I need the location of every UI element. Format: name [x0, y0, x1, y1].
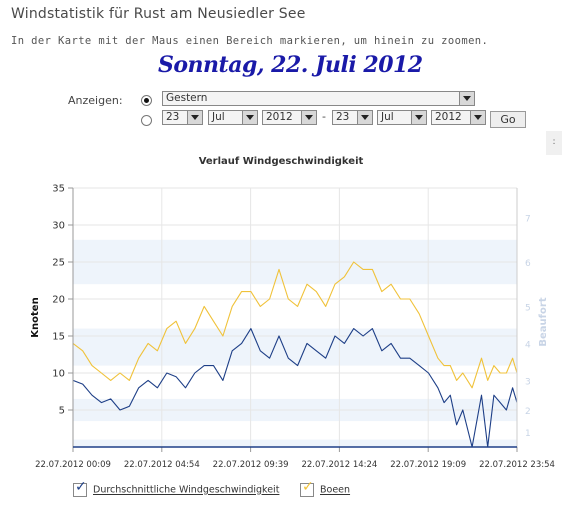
y-tick-label: 5	[59, 406, 65, 417]
beaufort-tick-label: 6	[525, 259, 531, 269]
check-icon: ✓	[75, 479, 87, 495]
legend-avg-label: Durchschnittliche Windgeschwindigkeit	[93, 484, 280, 496]
y-tick-label: 25	[52, 258, 65, 269]
y-axis-label: Knoten	[30, 297, 41, 337]
beaufort-tick-label: 4	[525, 340, 531, 350]
side-tab[interactable]: :	[546, 131, 562, 155]
y2-axis-label: Beaufort	[538, 297, 549, 346]
beaufort-tick-label: 7	[525, 215, 531, 225]
chart-title: Verlauf Windgeschwindigkeit	[198, 156, 364, 167]
y-tick-label: 10	[52, 369, 65, 380]
from-year-select[interactable]: 2012	[262, 110, 317, 125]
radio-period[interactable]	[141, 95, 152, 106]
to-month-select[interactable]: Jul	[377, 110, 427, 125]
beaufort-band	[73, 328, 517, 366]
page-subtitle: In der Karte mit der Maus einen Bereich …	[11, 35, 489, 47]
range-separator: -	[322, 110, 326, 123]
from-day-value: 23	[166, 111, 180, 123]
to-day-select[interactable]: 23	[332, 110, 373, 125]
x-tick-label: 22.07.2012 09:39	[213, 460, 289, 470]
x-tick-label: 22.07.2012 14:24	[301, 460, 377, 470]
beaufort-band	[73, 439, 517, 447]
chevron-down-icon	[301, 111, 316, 124]
chevron-down-icon	[242, 111, 257, 124]
radio-custom-range[interactable]	[141, 115, 152, 126]
from-year-value: 2012	[266, 111, 293, 123]
chevron-down-icon	[459, 92, 474, 105]
x-tick-label: 22.07.2012 00:09	[35, 460, 111, 470]
y-tick-label: 35	[52, 184, 65, 195]
y-tick-label: 30	[52, 221, 65, 232]
from-month-value: Jul	[212, 111, 225, 123]
legend-avg-checkbox[interactable]: ✓	[73, 479, 87, 497]
x-tick-label: 22.07.2012 19:09	[390, 460, 466, 470]
legend-avg[interactable]: ✓ Durchschnittliche Windgeschwindigkeit	[73, 479, 280, 497]
series-line-avg	[72, 328, 518, 448]
y-tick-label: 20	[52, 295, 65, 306]
beaufort-tick-label: 2	[525, 407, 531, 417]
chevron-down-icon	[470, 111, 485, 124]
to-day-value: 23	[336, 111, 350, 123]
date-heading: Sonntag, 22. Juli 2012	[158, 52, 423, 78]
period-select-value: Gestern	[166, 92, 208, 104]
beaufort-tick-label: 1	[525, 429, 531, 439]
beaufort-tick-label: 3	[525, 377, 531, 387]
check-icon: ✓	[302, 479, 314, 495]
to-month-value: Jul	[381, 111, 394, 123]
x-tick-label: 22.07.2012 23:54	[479, 460, 555, 470]
y-tick-label: 15	[52, 332, 65, 343]
to-year-value: 2012	[435, 111, 462, 123]
chevron-down-icon	[187, 111, 202, 124]
series-line-gust	[72, 261, 518, 389]
show-label: Anzeigen:	[68, 94, 123, 107]
go-button[interactable]: Go	[490, 111, 526, 128]
beaufort-tick-label: 5	[525, 303, 531, 313]
to-year-select[interactable]: 2012	[431, 110, 486, 125]
x-tick-label: 22.07.2012 04:54	[124, 460, 200, 470]
chevron-down-icon	[411, 111, 426, 124]
legend-gust-checkbox[interactable]: ✓	[300, 479, 314, 497]
page-title: Windstatistik für Rust am Neusiedler See	[11, 6, 306, 22]
from-day-select[interactable]: 23	[162, 110, 203, 125]
period-select[interactable]: Gestern	[162, 91, 475, 106]
chevron-down-icon	[357, 111, 372, 124]
from-month-select[interactable]: Jul	[208, 110, 258, 125]
legend-gust[interactable]: ✓ Boeen	[300, 479, 351, 497]
legend-gust-label: Boeen	[320, 484, 351, 496]
